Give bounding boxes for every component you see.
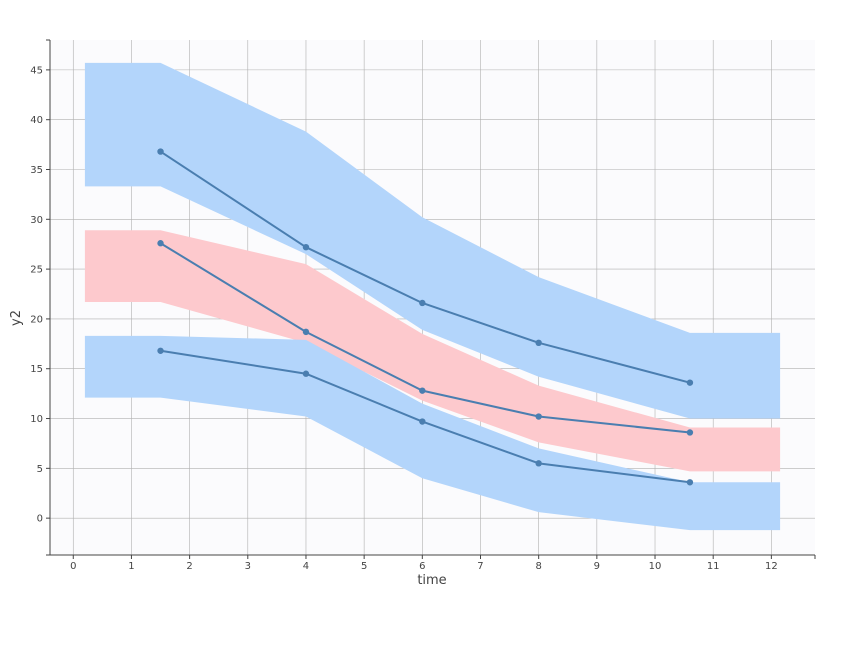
series-3-point xyxy=(302,370,310,377)
x-tick-label: 9 xyxy=(594,561,600,572)
series-3-point xyxy=(686,479,694,486)
band-red-2 xyxy=(84,230,781,472)
series xyxy=(157,148,694,486)
y-tick-label: 5 xyxy=(37,464,43,475)
x-tick-label: 7 xyxy=(477,561,483,572)
series-2-point xyxy=(302,328,310,336)
x-tick-label: 1 xyxy=(128,561,134,572)
x-tick-label: 5 xyxy=(361,561,367,572)
series-3-point xyxy=(157,347,164,354)
y-tick-label: 30 xyxy=(30,215,43,226)
series-1-point xyxy=(419,299,426,307)
y-tick-label: 45 xyxy=(30,65,43,76)
y-tick-label: 10 xyxy=(30,414,43,425)
x-tick-label: 11 xyxy=(707,561,720,572)
x-tick-label: 10 xyxy=(649,561,662,572)
series-1-point xyxy=(302,243,310,251)
x-axis-title: time xyxy=(417,573,446,588)
series-1-point xyxy=(157,148,164,155)
series-2-point xyxy=(419,387,426,394)
bands xyxy=(84,62,781,531)
x-tick-label: 2 xyxy=(186,561,192,572)
series-3-point xyxy=(419,418,426,425)
series-3-point xyxy=(535,460,542,467)
x-tick-label: 12 xyxy=(765,561,778,572)
y-tick-label: 25 xyxy=(30,265,43,276)
y-tick-label: 0 xyxy=(37,514,43,525)
x-tick-label: 6 xyxy=(419,561,425,572)
y-tick-label: 40 xyxy=(30,115,43,126)
series-2-point xyxy=(686,429,694,436)
axes xyxy=(49,40,815,556)
series-1-point xyxy=(535,339,542,347)
series-2-point xyxy=(157,240,164,247)
y-axis-title: y2 xyxy=(9,310,24,326)
x-tick-label: 0 xyxy=(70,561,76,572)
y-tick-label: 35 xyxy=(30,165,43,176)
x-tick-label: 8 xyxy=(535,561,541,572)
x-tick-label: 3 xyxy=(245,561,251,572)
y-tick-label: 15 xyxy=(30,364,43,375)
band-blue-1 xyxy=(84,62,781,419)
band-blue-3 xyxy=(84,335,781,531)
x-tick-label: 4 xyxy=(303,561,309,572)
y-tick-label: 20 xyxy=(30,314,43,325)
series-1-point xyxy=(686,379,694,386)
series-2-point xyxy=(535,413,542,420)
